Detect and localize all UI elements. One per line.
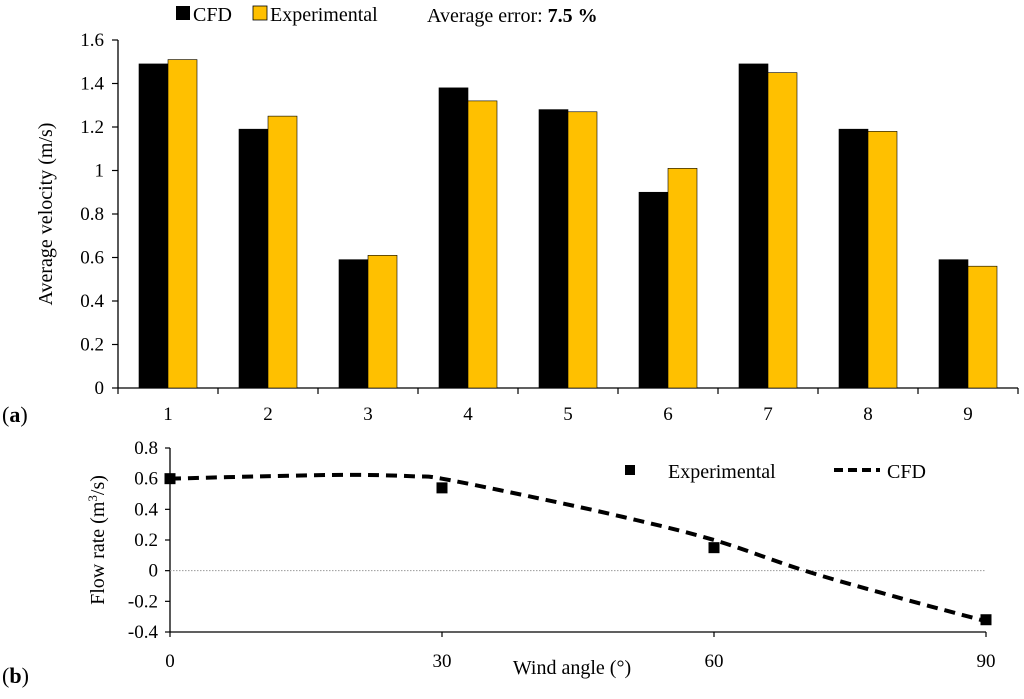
bar-x-tick-label: 2 [263,404,273,425]
bar-cfd [738,63,769,389]
flow-y-tick-label: 0.6 [134,469,158,490]
bar-y-tick-label: 0.4 [80,291,104,312]
experimental-point [164,473,176,485]
bar-y-ticks: 0 0.2 0.4 0.6 0.8 1 1.2 1.4 1.6 [80,30,118,399]
panel-label-a-open: ( [2,402,9,427]
average-error-value: 7.5 % [548,5,598,27]
bar-x-tick-label: 5 [563,404,573,425]
bar-experimental [767,72,798,389]
flow-y-ticks: -0.4 -0.2 0 0.2 0.4 0.6 0.8 [128,438,170,643]
flow-y-tick-label: -0.2 [128,591,158,612]
panel-label-a-close: ) [20,402,27,427]
bar-x-ticks: 1 2 3 4 5 6 7 8 9 [117,388,1019,425]
bar-cfd [238,128,269,389]
bar-experimental [367,255,398,389]
legend-swatch-cfd [176,6,190,20]
bar-y-tick-label: 0.6 [80,248,104,269]
bar-x-tick-label: 4 [463,404,473,425]
flow-x-tick-label: 90 [977,651,996,672]
legend-swatch-experimental [252,5,268,21]
bar-x-tick-label: 7 [763,404,773,425]
average-error-label: Average error: [427,5,548,27]
experimental-point [708,542,720,554]
panel-label-b-close: ) [22,663,29,688]
bar-experimental [667,168,698,389]
bar-experimental [467,100,498,389]
experimental-points [164,473,992,626]
bar-experimental [567,111,598,389]
legend-label-cfd-b: CFD [887,461,926,483]
flow-x-tick-label: 60 [705,651,724,672]
bar-y-tick-label: 1.2 [80,117,104,138]
flow-y-axis-title: Flow rate (m3/s) [85,475,110,605]
bar-experimental [267,115,298,389]
average-error-annotation: Average error: 7.5 % [427,5,598,27]
bar-experimental [867,131,898,389]
bar-y-tick-label: 1 [95,161,105,182]
flow-x-tick-label: 30 [433,651,452,672]
flow-chart-panel: -0.4 -0.2 0 0.2 0.4 0.6 0.8 0 30 60 90 Experiment… [2,438,996,688]
legend-label-cfd: CFD [193,4,232,26]
experimental-point [436,482,448,494]
flow-y-tick-label: 0.4 [134,499,158,520]
bar-experimental [167,59,198,389]
panel-label-b-open: ( [2,663,9,688]
flow-y-tick-label: -0.4 [128,622,159,643]
bar-chart-legend: CFD Experimental Average error: 7.5 % [176,4,598,27]
flow-y-title-post: /s) [87,475,109,495]
bar-cfd [138,63,169,389]
bar-x-tick-label: 1 [163,404,173,425]
flow-y-title-pre: Flow rate (m [87,501,109,605]
bar-experimental [967,265,998,389]
flow-y-tick-label: 0.2 [134,530,158,551]
panel-label-a: (a) [2,402,28,427]
bar-cfd [538,109,569,389]
bar-cfd [838,128,869,389]
flow-y-tick-label: 0 [149,561,159,582]
panel-label-a-letter: a [9,402,20,427]
bar-cfd [338,259,369,389]
flow-x-tick-label: 0 [165,651,175,672]
experimental-point [980,614,992,626]
legend-marker-experimental [625,465,635,475]
panel-label-b: (b) [2,663,29,688]
bars [138,59,998,389]
cfd-dashed-curve [169,472,987,624]
panel-label-b-letter: b [9,663,21,688]
flow-y-tick-label: 0.8 [134,438,158,459]
bar-x-tick-label: 8 [863,404,873,425]
bar-chart-panel: CFD Experimental Average error: 7.5 % 00… [2,4,1019,427]
bar-x-tick-label: 6 [663,404,673,425]
bar-y-tick-label: 0.2 [80,335,104,356]
bar-cfd [938,259,969,389]
legend-label-experimental-b: Experimental [668,461,776,483]
bar-y-tick-label: 1.4 [80,74,104,95]
bar-y-axis-title: Average velocity (m/s) [35,123,57,306]
bar-y-tick-label: 1.6 [80,30,104,51]
bar-cfd [638,191,669,389]
bar-x-tick-label: 3 [363,404,373,425]
flow-chart-legend: Experimental CFD [625,461,926,483]
flow-y-title-sup: 3 [85,495,100,502]
bar-x-tick-label: 9 [963,404,973,425]
bar-y-tick-label: 0.8 [80,204,104,225]
flow-x-axis-title: Wind angle (°) [513,657,631,679]
bar-cfd [438,87,469,389]
flow-x-ticks: 0 30 60 90 [165,632,996,672]
legend-label-experimental: Experimental [270,4,378,26]
bar-y-tick-label: 0 [95,378,105,399]
